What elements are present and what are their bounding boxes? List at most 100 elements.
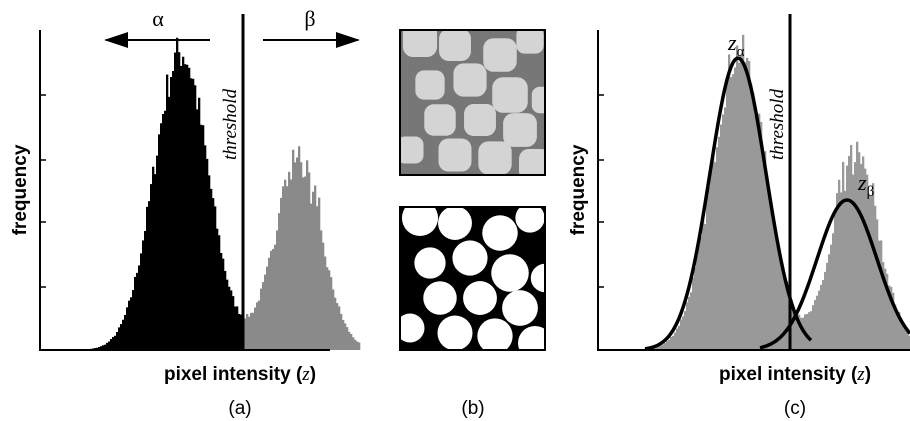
histogram-bar <box>724 107 726 350</box>
histogram-bar <box>156 156 158 350</box>
histogram-bar <box>180 66 182 350</box>
histogram-bar <box>702 220 704 350</box>
histogram-bar <box>772 213 774 350</box>
histogram-bar <box>250 313 252 350</box>
histogram-bar <box>336 303 338 350</box>
histogram-bar <box>776 245 778 350</box>
histogram-bar <box>906 331 908 350</box>
histogram-bar <box>734 68 736 350</box>
histogram-bar <box>874 206 876 350</box>
histogram-bar <box>700 237 702 350</box>
panel-a <box>70 38 360 350</box>
histogram-bar <box>304 177 306 350</box>
histogram-bar <box>270 251 272 350</box>
histogram-bar <box>686 302 688 350</box>
histogram-bar <box>266 267 268 350</box>
histogram-bar <box>302 177 304 350</box>
histogram-bar <box>820 285 822 350</box>
histogram-bar <box>254 308 256 350</box>
histogram-bar <box>828 254 830 350</box>
caption: (a) <box>228 398 251 419</box>
histogram-bar <box>814 300 816 350</box>
histogram-bar <box>124 315 126 350</box>
histogram-bar <box>770 208 772 350</box>
histogram-bar <box>232 296 234 350</box>
histogram-bar <box>280 198 282 350</box>
label-base: z <box>857 170 867 195</box>
histogram-bar <box>234 306 236 350</box>
histogram-bar <box>120 324 122 350</box>
histogram-bar <box>672 336 674 350</box>
histogram-bar <box>748 61 750 350</box>
histogram-bar <box>130 297 132 350</box>
histogram-bar <box>264 275 266 350</box>
histogram-bar <box>216 229 218 350</box>
histogram-bar <box>678 326 680 350</box>
histogram-bar <box>158 134 160 350</box>
histogram-bar <box>308 172 310 350</box>
histogram-bar <box>720 124 722 350</box>
histogram-bar <box>312 192 314 350</box>
histogram-bar <box>272 249 274 350</box>
histogram-bar <box>742 35 744 350</box>
histogram-bar <box>844 191 846 350</box>
histogram-bar <box>816 296 818 350</box>
histogram-bar <box>214 206 216 350</box>
histogram-bar <box>732 74 734 350</box>
histogram-bar <box>176 38 178 350</box>
caption: (c) <box>784 398 806 419</box>
histogram-bar <box>812 305 814 350</box>
histogram-bar <box>206 159 208 350</box>
histogram-bar <box>824 272 826 350</box>
histogram-bar <box>822 280 824 350</box>
histogram-bar <box>226 280 228 350</box>
histogram-bar <box>694 267 696 350</box>
histogram-bar <box>758 114 760 350</box>
blob <box>415 70 444 99</box>
histogram-bar <box>310 204 312 350</box>
caption: (b) <box>461 398 484 419</box>
histogram-bar <box>170 77 172 350</box>
histogram-bar <box>282 186 284 350</box>
histogram-bar <box>708 187 710 350</box>
blob <box>464 104 496 136</box>
histogram-bar <box>766 176 768 350</box>
histogram-bar <box>854 162 856 350</box>
histogram-bar <box>168 97 170 350</box>
histogram-bar <box>848 156 850 350</box>
histogram-bar <box>202 125 204 350</box>
histogram-bar <box>674 333 676 350</box>
histogram-bar <box>212 198 214 350</box>
x-label-text: pixel intensity ( <box>719 364 858 385</box>
histogram-bar <box>714 162 716 350</box>
histogram-bar <box>138 265 140 350</box>
histogram-bar <box>774 233 776 350</box>
histogram-bar <box>354 340 356 350</box>
histogram-bar <box>192 79 194 350</box>
histogram-bar <box>252 313 254 350</box>
histogram-bar <box>166 75 168 350</box>
histogram-bar <box>318 198 320 350</box>
threshold-label: threshold <box>767 88 788 160</box>
histogram-bar <box>710 170 712 350</box>
histogram-bar <box>110 339 112 350</box>
figure: α β threshold frequency pixel intensity … <box>0 0 910 421</box>
histogram-bar <box>696 256 698 350</box>
blob <box>439 29 471 61</box>
histogram-bar <box>314 186 316 350</box>
histogram-bar <box>744 62 746 350</box>
histogram-bar <box>126 307 128 350</box>
histogram-bar <box>268 258 270 350</box>
histogram-bar <box>288 172 290 350</box>
histogram-bar <box>224 271 226 350</box>
histogram-bar <box>154 174 156 350</box>
histogram-bar <box>326 267 328 350</box>
x-label-text: ) <box>865 364 871 385</box>
label-sub: α <box>737 44 745 60</box>
histogram-bar <box>122 320 124 350</box>
binary-image <box>395 200 559 360</box>
histogram-bar <box>178 52 180 350</box>
histogram-bar <box>228 287 230 350</box>
x-label: pixel intensity (z) <box>164 364 316 385</box>
histogram-bar <box>210 189 212 350</box>
